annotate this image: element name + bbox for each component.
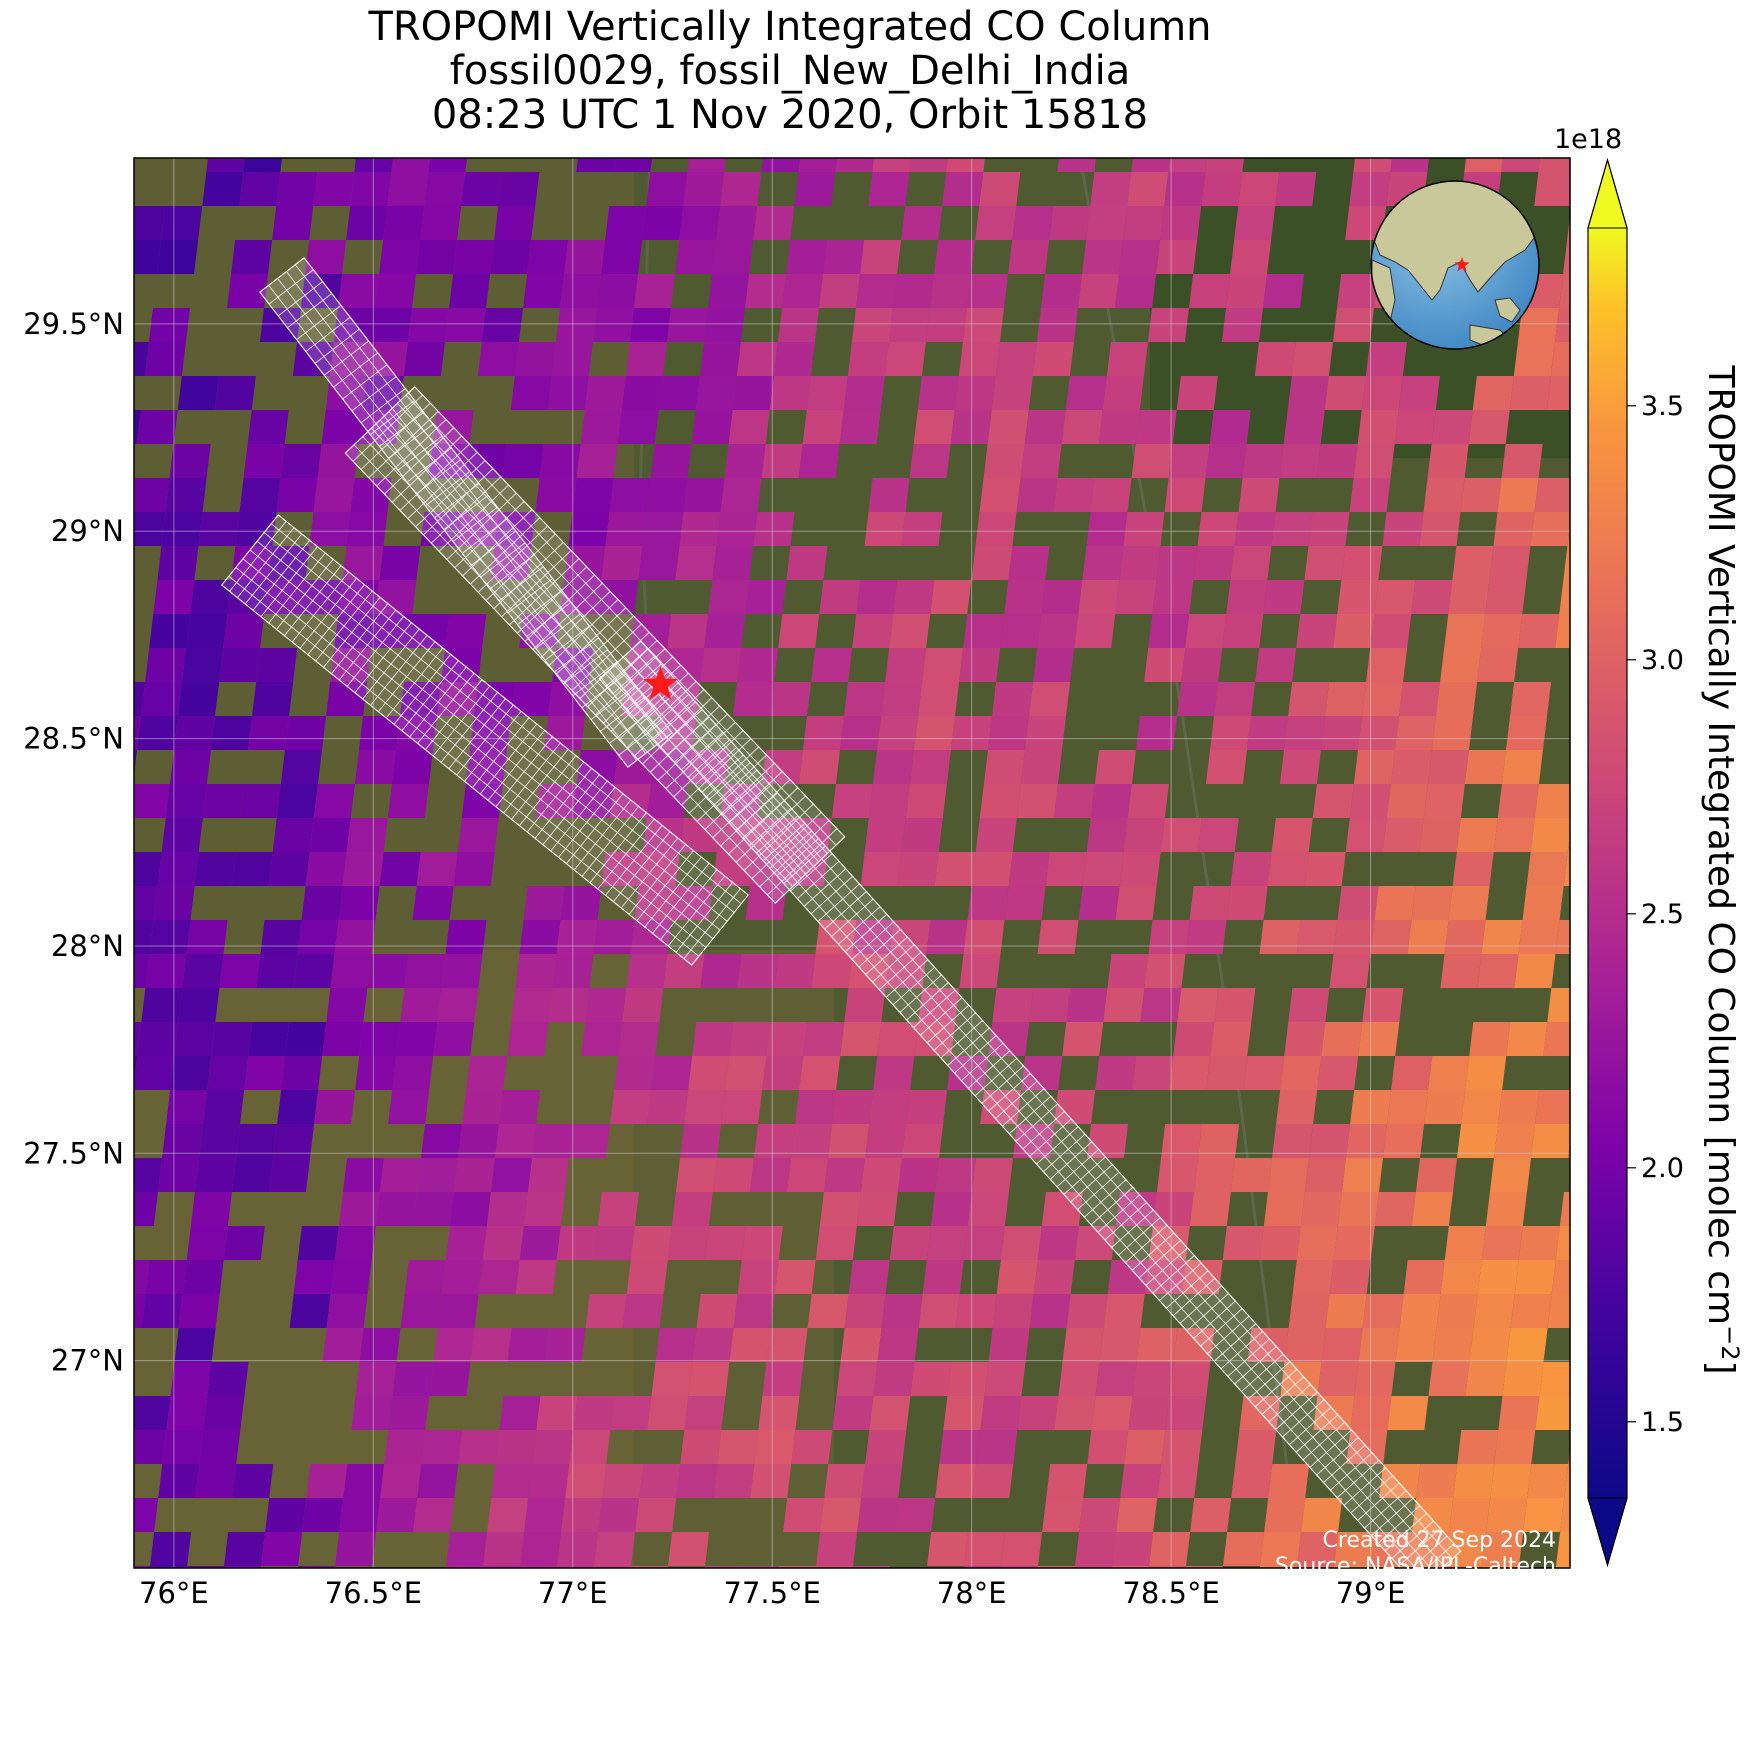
- credit-created: Created 27 Sep 2024: [1322, 1528, 1557, 1553]
- lon-tick-label: 77°E: [538, 1576, 608, 1610]
- lon-tick-label: 78°E: [937, 1576, 1007, 1610]
- colorbar: 1.5 2.0 2.5 3.0 3.5: [1587, 157, 1684, 1568]
- colorbar-extend-min: [1587, 1497, 1628, 1567]
- lon-tick-label: 77.5°E: [724, 1576, 821, 1610]
- colorbar-tick-label: 2.0: [1641, 1153, 1684, 1184]
- graticule: [134, 158, 1570, 1568]
- lat-tick-label: 28.5°N: [23, 722, 124, 756]
- globe-inset-asia: [1370, 180, 1540, 350]
- lon-tick-label: 76°E: [139, 1576, 209, 1610]
- target-swath-grid: [221, 257, 1462, 1568]
- lon-axis: 76°E 76.5°E 77°E 77.5°E 78°E 78.5°E 79°E: [139, 1576, 1405, 1610]
- lon-tick-label: 76.5°E: [325, 1576, 422, 1610]
- globe-target-star-icon: [1454, 257, 1470, 272]
- credit-source: Source: NASA/JPL-Caltech: [1274, 1554, 1556, 1579]
- lon-tick-label: 78.5°E: [1122, 1576, 1219, 1610]
- lat-tick-label: 27.5°N: [23, 1136, 124, 1170]
- colorbar-tick-label: 3.0: [1641, 645, 1684, 676]
- map-frame: [133, 157, 1571, 1569]
- title-line-2: fossil0029, fossil_New_Delhi_India: [449, 48, 1131, 94]
- colorbar-tick-label: 3.5: [1641, 391, 1684, 422]
- colorbar-tick-label: 1.5: [1641, 1407, 1684, 1438]
- lat-tick-label: 29.5°N: [23, 307, 124, 341]
- lat-tick-label: 28°N: [51, 929, 124, 963]
- colorbar-exponent: 1e18: [1554, 124, 1623, 155]
- target-star-icon: [643, 666, 679, 700]
- colorbar-tick-label: 2.5: [1641, 899, 1684, 930]
- colorbar-label: TROPOMI Vertically Integrated CO Column …: [1700, 365, 1744, 1375]
- colorbar-extend-max: [1587, 158, 1628, 229]
- title-line-3: 08:23 UTC 1 Nov 2020, Orbit 15818: [431, 92, 1149, 138]
- title-line-1: TROPOMI Vertically Integrated CO Column: [368, 4, 1212, 50]
- lat-axis: 29.5°N 29°N 28.5°N 28°N 27.5°N 27°N: [23, 307, 124, 1378]
- lat-tick-label: 27°N: [51, 1344, 124, 1378]
- lon-tick-label: 79°E: [1336, 1576, 1406, 1610]
- lat-tick-label: 29°N: [51, 514, 124, 548]
